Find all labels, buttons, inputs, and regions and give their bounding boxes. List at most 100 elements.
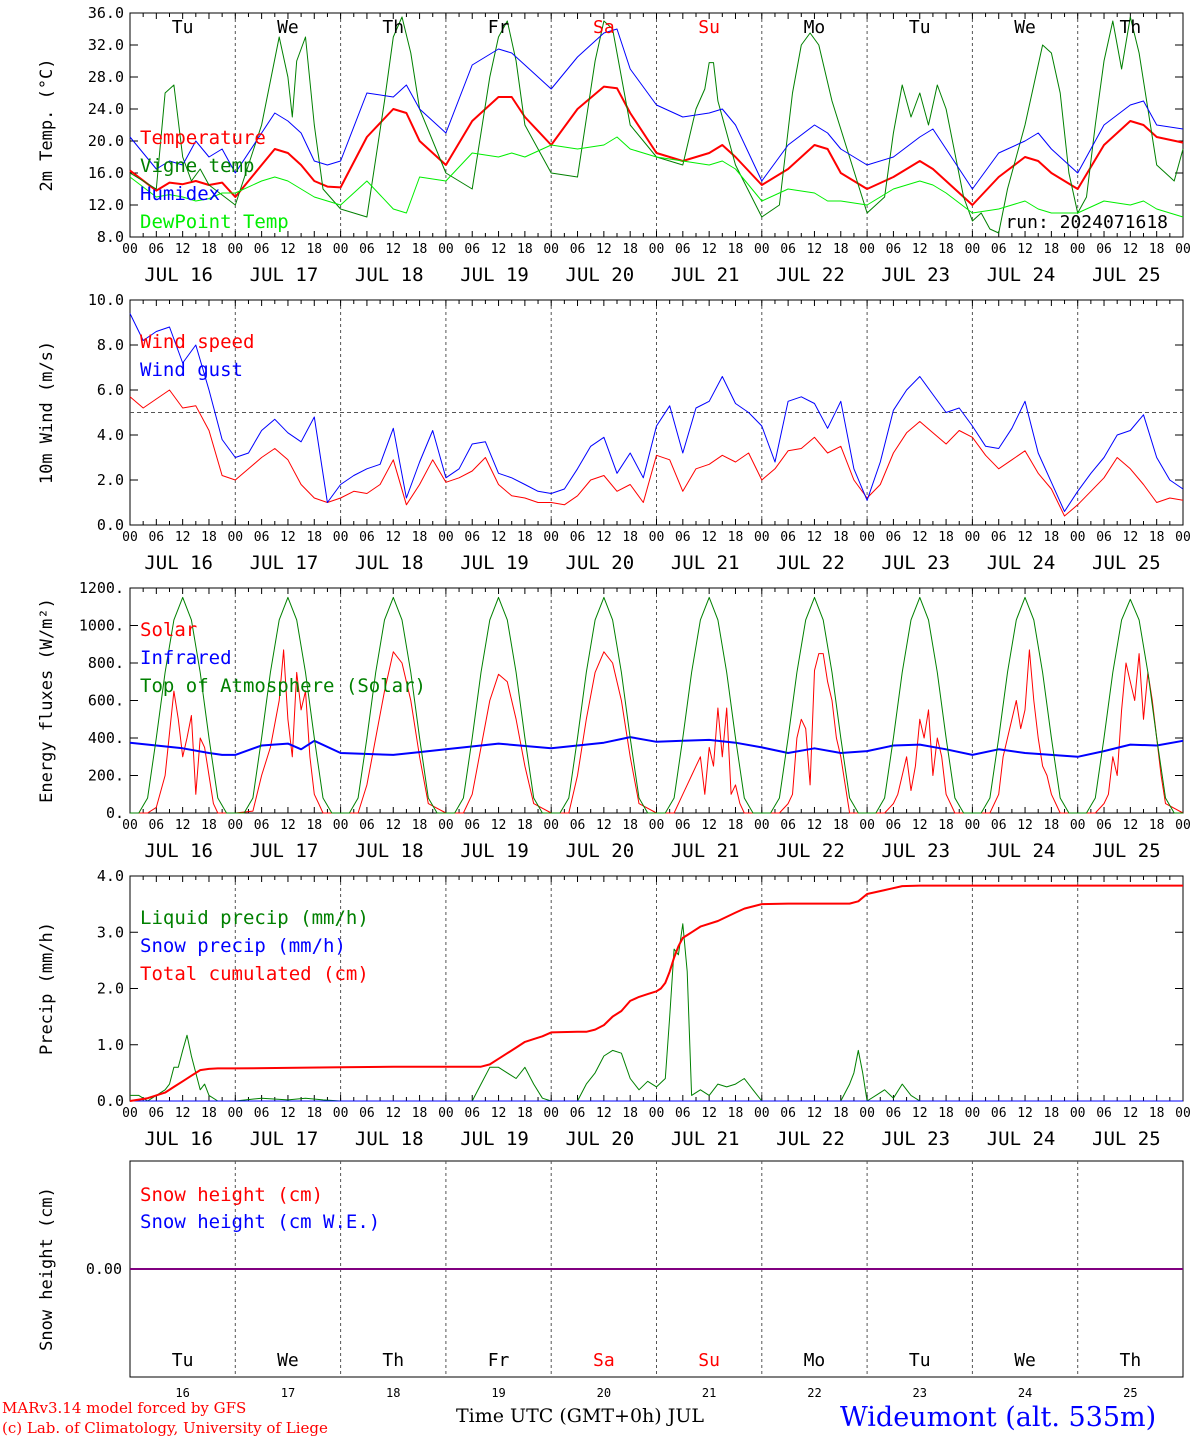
- temp-hour-label: 12: [175, 242, 191, 257]
- wind-hour-label: 06: [675, 530, 691, 545]
- day-abbr-label: Th: [1120, 17, 1142, 38]
- energy-hour-label: 06: [359, 818, 375, 833]
- energy-hour-label: 12: [1123, 818, 1139, 833]
- precip-date-label: JUL 19: [460, 1128, 529, 1150]
- wind-hour-label: 18: [201, 530, 217, 545]
- wind-hour-label: 00: [1070, 530, 1086, 545]
- wind-hour-label: 12: [491, 530, 507, 545]
- precip-ytick-label: 0.0: [97, 1092, 124, 1110]
- energy-series-solar: [130, 649, 1184, 814]
- wind-hour-label: 18: [1044, 530, 1060, 545]
- temp-hour-label: 06: [464, 242, 480, 257]
- day-abbr-label: Th: [382, 17, 404, 38]
- energy-hour-label: 00: [333, 818, 349, 833]
- precip-date-label: JUL 25: [1092, 1128, 1161, 1150]
- temp-ylabel: 2m Temp. (°C): [37, 58, 57, 191]
- precip-hour-label: 06: [570, 1106, 586, 1121]
- wind-date-label: JUL 18: [355, 552, 424, 574]
- precip-legend-item: Liquid precip (mm/h): [140, 907, 369, 929]
- precip-hour-label: 18: [1149, 1106, 1165, 1121]
- precip-hour-label: 06: [359, 1106, 375, 1121]
- temp-hour-label: 06: [148, 242, 164, 257]
- temp-series-vigne-temp: [129, 16, 1184, 234]
- precip-hour-label: 06: [780, 1106, 796, 1121]
- precip-hour-label: 06: [464, 1106, 480, 1121]
- precip-hour-label: 18: [622, 1106, 638, 1121]
- energy-hour-label: 06: [780, 818, 796, 833]
- precip-hour-label: 18: [1044, 1106, 1060, 1121]
- energy-ytick-label: 400.: [88, 729, 124, 747]
- wind-hour-label: 12: [701, 530, 717, 545]
- wind-hour-label: 06: [1096, 530, 1112, 545]
- temp-legend-item: Temperature: [140, 127, 266, 149]
- precip-hour-label: 06: [1096, 1106, 1112, 1121]
- precip-date-label: JUL 16: [144, 1128, 213, 1150]
- wind-hour-label: 18: [412, 530, 428, 545]
- model-credit: MARv3.14 model forced by GFS: [2, 1399, 247, 1417]
- energy-hour-label: 06: [991, 818, 1007, 833]
- temp-hour-label: 00: [227, 242, 243, 257]
- temp-run-annotation: run: 2024071618: [1005, 212, 1168, 233]
- energy-hour-label: 18: [938, 818, 954, 833]
- day-abbr-label: Tu: [172, 17, 194, 38]
- wind-hour-label: 18: [833, 530, 849, 545]
- x-axis-title: Time UTC (GMT+0h) JUL: [456, 1405, 704, 1427]
- bottom-day-abbr-label: Th: [1120, 1350, 1142, 1371]
- precip-hour-label: 00: [965, 1106, 981, 1121]
- precip-hour-label: 00: [543, 1106, 559, 1121]
- temp-hour-label: 12: [385, 242, 401, 257]
- energy-ylabel: Energy fluxes (W/m²): [37, 598, 57, 803]
- temp-hour-label: 06: [886, 242, 902, 257]
- energy-hour-label: 12: [491, 818, 507, 833]
- precip-hour-label: 18: [201, 1106, 217, 1121]
- energy-hour-label: 00: [543, 818, 559, 833]
- bottom-day-abbr-label: Sa: [593, 1350, 615, 1371]
- energy-hour-label: 12: [807, 818, 823, 833]
- temp-hour-label: 00: [543, 242, 559, 257]
- precip-hour-label: 12: [807, 1106, 823, 1121]
- precip-hour-label: 12: [175, 1106, 191, 1121]
- temp-hour-label: 06: [254, 242, 270, 257]
- energy-hour-label: 12: [1017, 818, 1033, 833]
- day-abbr-label: We: [277, 17, 299, 38]
- energy-hour-label: 18: [201, 818, 217, 833]
- temp-hour-label: 00: [1070, 242, 1086, 257]
- energy-hour-label: 00: [965, 818, 981, 833]
- wind-ytick-label: 4.0: [97, 426, 124, 444]
- wind-legend-item: Wind gust: [140, 359, 243, 381]
- energy-date-label: JUL 21: [671, 840, 740, 862]
- temp-ytick-label: 28.0: [88, 68, 124, 86]
- bottom-day-abbr-label: Mo: [804, 1350, 826, 1371]
- energy-ytick-label: 1000.: [79, 617, 124, 635]
- precip-hour-label: 12: [385, 1106, 401, 1121]
- temp-hour-label: 06: [675, 242, 691, 257]
- temp-series-temperature: [129, 85, 1184, 206]
- energy-hour-label: 06: [254, 818, 270, 833]
- wind-date-label: JUL 23: [881, 552, 950, 574]
- wind-ytick-label: 10.0: [88, 291, 124, 309]
- precip-hour-label: 12: [1123, 1106, 1139, 1121]
- energy-hour-label: 12: [596, 818, 612, 833]
- day-abbr-label: Sa: [593, 17, 615, 38]
- temp-hour-label: 18: [1149, 242, 1165, 257]
- bottom-day-abbr-label: Su: [698, 1350, 720, 1371]
- temp-hour-label: 18: [517, 242, 533, 257]
- wind-hour-label: 18: [306, 530, 322, 545]
- wind-hour-label: 06: [148, 530, 164, 545]
- energy-date-label: JUL 24: [987, 840, 1056, 862]
- temp-hour-label: 12: [701, 242, 717, 257]
- energy-hour-label: 00: [227, 818, 243, 833]
- temp-date-label: JUL 24: [987, 264, 1056, 286]
- energy-hour-label: 12: [280, 818, 296, 833]
- temp-hour-label: 12: [1017, 242, 1033, 257]
- temp-ytick-label: 36.0: [88, 4, 124, 22]
- temp-hour-label: 00: [649, 242, 665, 257]
- energy-date-label: JUL 20: [566, 840, 635, 862]
- wind-hour-label: 06: [570, 530, 586, 545]
- energy-date-label: JUL 19: [460, 840, 529, 862]
- temp-hour-label: 18: [201, 242, 217, 257]
- temp-series-humidex: [129, 28, 1184, 190]
- wind-date-label: JUL 25: [1092, 552, 1161, 574]
- wind-ytick-label: 8.0: [97, 336, 124, 354]
- energy-date-label: JUL 23: [881, 840, 950, 862]
